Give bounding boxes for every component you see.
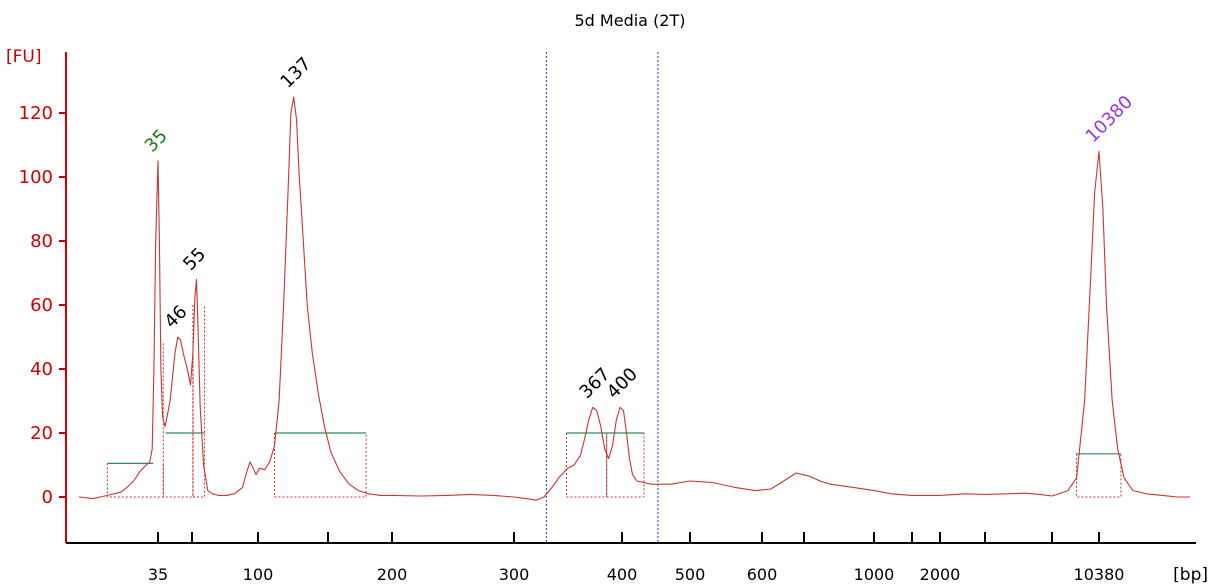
x-tick-label: 10380 — [1074, 565, 1125, 584]
integration-bounds — [106, 305, 1122, 498]
peak-label: 400 — [603, 364, 642, 403]
x-tick-label: 35 — [148, 565, 168, 584]
x-tick-label: 500 — [675, 565, 706, 584]
peak-label: 55 — [179, 244, 210, 275]
peak-label: 10380 — [1082, 92, 1137, 147]
x-tick-label: 100 — [243, 565, 274, 584]
x-tick-label: 300 — [499, 565, 530, 584]
integration-bound — [273, 433, 367, 498]
integration-bound — [1076, 453, 1122, 498]
x-tick-label: 600 — [747, 565, 778, 584]
x-tick-label: 2000 — [920, 565, 961, 584]
integration-bound — [565, 433, 608, 498]
x-tick-label: 200 — [377, 565, 408, 584]
x-tick-label: 1000 — [854, 565, 895, 584]
peak-label: 46 — [160, 301, 191, 332]
peak-label: 35 — [141, 125, 172, 156]
x-tick-label: 400 — [607, 565, 638, 584]
peak-label: 137 — [276, 53, 315, 92]
series-line — [78, 96, 1190, 501]
y-tick-label: 120 — [19, 103, 53, 124]
y-tick-label: 0 — [42, 487, 53, 508]
x-axis-label: [bp] — [1173, 565, 1208, 585]
integration-bound — [192, 305, 205, 498]
peak-baselines — [107, 432, 1121, 464]
y-tick-label: 40 — [30, 359, 53, 380]
integration-bound — [162, 343, 194, 498]
integration-bound — [106, 463, 164, 498]
region-markers — [545, 52, 659, 543]
integration-bound — [606, 433, 645, 498]
series-group — [78, 96, 1190, 501]
chart-title: 5d Media (2T) — [575, 11, 686, 30]
y-tick-label: 20 — [30, 423, 53, 444]
y-tick-label: 80 — [30, 231, 53, 252]
y-tick-label: 60 — [30, 295, 53, 316]
y-axis-label: [FU] — [6, 47, 42, 67]
axes: 0 20 40 60 80 100 120 35 100 200 300 400 500 600 1000 2… — [19, 52, 1196, 584]
y-tick-label: 100 — [19, 167, 53, 188]
